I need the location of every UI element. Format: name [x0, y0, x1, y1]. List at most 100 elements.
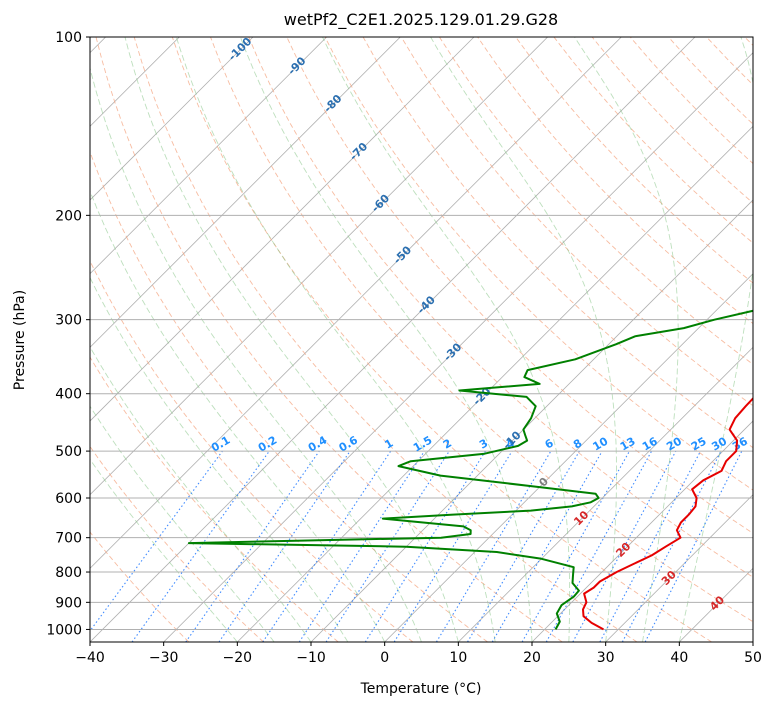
moist-adiabat-line [124, 37, 459, 642]
dry-adiabat-line [90, 150, 488, 642]
x-tick-label: 10 [449, 650, 467, 666]
isotherm-label: -50 [391, 243, 414, 266]
moist-adiabat-line [430, 37, 617, 642]
chart-title: wetPf2_C2E1.2025.129.01.29.G28 [284, 10, 558, 30]
dry-adiabat-line [90, 259, 414, 642]
isotherm-label: -100 [226, 35, 255, 64]
dry-adiabat-line [90, 531, 190, 642]
mixing-ratio-line [467, 450, 580, 642]
dry-adiabat-line [706, 37, 753, 86]
moist-adiabat-line [322, 37, 571, 642]
mixing-ratio-label: 3 [477, 437, 490, 452]
isotherm-line [163, 52, 753, 642]
mixing-ratio-label: 6 [543, 436, 556, 451]
isotherm-label: 10 [571, 508, 591, 528]
moist-adiabat-line [574, 37, 679, 642]
x-tick-label: 20 [523, 650, 541, 666]
mixing-ratio-line [185, 450, 320, 642]
isotherm-line [679, 567, 753, 642]
isotherm-label: -70 [347, 140, 370, 163]
dewpoint-profile-line [187, 309, 753, 630]
isotherm-label: 20 [613, 540, 633, 560]
dry-adiabat-line [171, 37, 712, 642]
isotherm-line [384, 273, 753, 642]
isotherm-line [458, 346, 753, 642]
pressure-gridlines [90, 37, 753, 630]
x-tick-label: 50 [744, 650, 762, 666]
isotherm-line [310, 199, 753, 642]
dry-adiabat-line [515, 37, 753, 284]
mixing-ratio-line [90, 450, 223, 632]
mixing-ratio-line [393, 450, 513, 642]
dry-adiabat-line [744, 37, 753, 47]
moist-adiabat-line [90, 345, 312, 642]
isotherm-line [237, 125, 753, 642]
y-tick-label: 200 [55, 208, 82, 224]
moist-adiabat-line [90, 276, 349, 642]
y-axis-ticks: 100 200 300 400 500 600 700 800 900 1000 [46, 30, 90, 638]
x-tick-label: 30 [597, 650, 615, 666]
x-tick-label: 0 [380, 650, 389, 666]
isotherm-label: -90 [285, 54, 308, 77]
mixing-ratio-label: 1 [382, 437, 395, 452]
mixing-ratio-line [364, 450, 486, 642]
y-tick-label: 600 [55, 491, 82, 507]
isotherm-line [90, 37, 327, 275]
dry-adiabat-line [439, 37, 753, 365]
mixing-ratio-label: 2 [441, 437, 454, 452]
mixing-ratio-line [521, 450, 630, 642]
mixing-ratio-line [325, 450, 450, 642]
x-axis-ticks: −40 −30 −20 −10 0 10 20 30 40 50 [75, 642, 762, 666]
plot-frame [89, 36, 754, 643]
moist-adiabat-line [90, 190, 386, 642]
dry-adiabat-line [95, 37, 563, 642]
isotherm-label: 40 [707, 593, 727, 613]
isotherm-label: -60 [369, 191, 392, 214]
y-tick-label: 900 [55, 595, 82, 611]
mixing-ratio-line [644, 450, 743, 642]
dry-adiabat-line [133, 37, 638, 642]
y-axis-label: Pressure (hPa) [12, 290, 28, 390]
x-tick-label: 40 [670, 650, 688, 666]
x-tick-label: −40 [75, 650, 105, 666]
isotherm-line [531, 420, 753, 642]
moist-adiabat-line [678, 37, 753, 642]
dry-adiabat-line [400, 37, 753, 407]
background-lines [90, 37, 753, 642]
isotherm-line [90, 37, 401, 348]
mixing-ratio-line [491, 450, 603, 642]
dry-adiabat-line [210, 37, 753, 623]
isotherm-line [752, 641, 753, 642]
mixing-ratio-line [218, 450, 351, 642]
dry-adiabat-line [324, 37, 753, 491]
isotherm-label: 30 [659, 568, 679, 588]
moist-adiabat-line [239, 37, 533, 642]
mixing-ratio-line [572, 450, 677, 642]
x-tick-label: −20 [223, 650, 253, 666]
y-tick-label: 1000 [46, 622, 82, 638]
dry-adiabat-line [668, 37, 753, 125]
dry-adiabat-line [90, 445, 264, 642]
isotherm-label: -80 [321, 92, 344, 115]
isotherm-label: -30 [441, 340, 464, 363]
y-tick-label: 500 [55, 444, 82, 460]
dry-adiabat-line [90, 356, 339, 642]
moist-adiabat-line [175, 37, 496, 642]
isotherm-line [605, 494, 753, 642]
isotherm-line [90, 37, 475, 422]
mixing-ratio-line [435, 450, 552, 642]
isotherm-line [90, 37, 696, 642]
temperature-profile-line [582, 397, 753, 631]
x-tick-label: −10 [296, 650, 326, 666]
profile-lines [187, 309, 753, 631]
isotherm-line [90, 37, 548, 496]
mixing-ratio-line [545, 450, 653, 642]
moist-adiabat-line [90, 405, 275, 642]
y-tick-label: 700 [55, 531, 82, 547]
y-tick-label: 400 [55, 387, 82, 403]
y-tick-label: 800 [55, 565, 82, 581]
moist-adiabat-line [90, 66, 422, 642]
y-tick-label: 100 [55, 30, 82, 46]
moist-adiabat-line [90, 458, 238, 642]
